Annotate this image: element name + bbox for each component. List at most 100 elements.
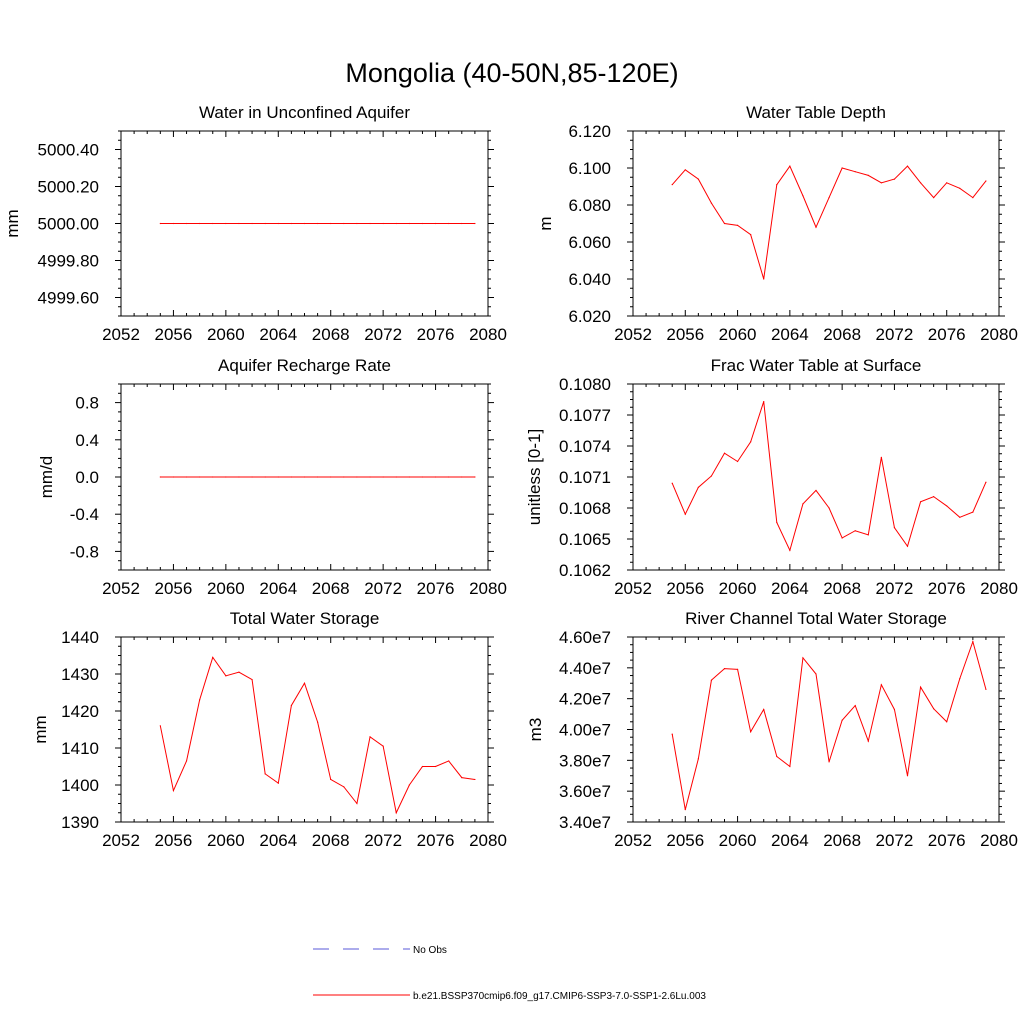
data-point bbox=[434, 765, 437, 768]
y-axis-label: mm/d bbox=[37, 456, 56, 499]
y-axis-label: m3 bbox=[526, 718, 545, 742]
x-tick-label: 2052 bbox=[614, 831, 652, 850]
data-point bbox=[421, 476, 424, 478]
x-tick-label: 2052 bbox=[102, 831, 140, 850]
x-tick-label: 2072 bbox=[364, 831, 402, 850]
data-point bbox=[369, 736, 371, 738]
data-point bbox=[972, 197, 974, 199]
chart-panel-river-channel-water-storage: 2052 2056 2060 2064 2068 2072 2076 2080 3.40e7 3.… bbox=[526, 609, 1018, 850]
chart-panels: 2052 2056 2060 2064 2068 2072 2076 2080 4999.60 4… bbox=[3, 103, 1018, 850]
data-point bbox=[841, 167, 843, 169]
y-tick-label: 4.40e7 bbox=[559, 659, 611, 678]
data-point bbox=[408, 476, 410, 478]
data-point bbox=[474, 778, 476, 781]
data-point bbox=[867, 534, 869, 536]
x-tick-label: 2064 bbox=[771, 579, 809, 598]
x-tick-label: 2068 bbox=[312, 831, 350, 850]
data-point bbox=[199, 699, 201, 701]
data-point bbox=[867, 174, 869, 176]
data-point bbox=[723, 222, 726, 225]
data-point bbox=[343, 222, 345, 225]
x-tick-label: 2064 bbox=[259, 579, 297, 598]
x-tick-label: 2080 bbox=[469, 325, 507, 344]
data-point bbox=[395, 222, 397, 225]
data-point bbox=[802, 503, 804, 505]
x-tick-label: 2056 bbox=[155, 579, 193, 598]
x-tick-label: 2068 bbox=[312, 579, 350, 598]
x-tick-label: 2060 bbox=[207, 325, 245, 344]
data-point bbox=[330, 778, 332, 781]
data-point bbox=[802, 195, 804, 197]
data-point bbox=[408, 784, 410, 786]
data-point bbox=[303, 222, 306, 225]
x-tick-label: 2052 bbox=[102, 579, 140, 598]
x-tick-label: 2060 bbox=[719, 831, 757, 850]
data-point bbox=[697, 486, 699, 488]
y-tick-label: 6.040 bbox=[568, 270, 611, 289]
data-point bbox=[985, 688, 987, 691]
y-tick-label: 1400 bbox=[61, 776, 99, 795]
data-point bbox=[880, 182, 882, 184]
x-tick-label: 2076 bbox=[928, 579, 966, 598]
data-point bbox=[238, 476, 240, 478]
data-point bbox=[736, 460, 739, 463]
x-tick-label: 2064 bbox=[771, 831, 809, 850]
chart-panel-frac-water-table-surface: 2052 2056 2060 2064 2068 2072 2076 2080 0.1062 0.… bbox=[525, 356, 1018, 598]
x-tick-label: 2060 bbox=[207, 831, 245, 850]
data-point bbox=[225, 476, 227, 478]
data-point bbox=[906, 545, 909, 547]
data-point bbox=[763, 708, 765, 711]
y-axis-label: unitless [0-1] bbox=[525, 429, 544, 525]
x-tick-label: 2076 bbox=[417, 579, 455, 598]
x-tick-label: 2068 bbox=[823, 325, 861, 344]
y-tick-label: 1390 bbox=[61, 813, 99, 832]
data-point bbox=[763, 278, 765, 280]
y-tick-label: -0.4 bbox=[70, 505, 99, 524]
data-point bbox=[474, 476, 476, 478]
x-tick-label: 2072 bbox=[876, 579, 914, 598]
x-tick-label: 2056 bbox=[666, 325, 704, 344]
y-tick-label: 0.1068 bbox=[559, 499, 611, 518]
data-point bbox=[185, 222, 188, 225]
x-tick-label: 2068 bbox=[312, 325, 350, 344]
data-point bbox=[880, 456, 882, 458]
data-point bbox=[671, 184, 673, 186]
data-point bbox=[815, 673, 817, 675]
data-point bbox=[684, 809, 686, 811]
data-point bbox=[159, 725, 161, 727]
data-point bbox=[972, 511, 974, 513]
y-tick-label: 3.60e7 bbox=[559, 782, 611, 801]
data-point bbox=[303, 682, 306, 684]
data-point bbox=[776, 184, 778, 186]
chart-panel-water-table-depth: 2052 2056 2060 2064 2068 2072 2076 2080 6.020 6.0… bbox=[536, 103, 1018, 344]
data-point bbox=[225, 222, 227, 225]
chart-panel-water-unconfined-aquifer: 2052 2056 2060 2064 2068 2072 2076 2080 4999.60 4… bbox=[3, 103, 507, 344]
x-tick-label: 2056 bbox=[666, 831, 704, 850]
data-point bbox=[369, 222, 371, 225]
data-point bbox=[684, 513, 686, 515]
panel-title: Water Table Depth bbox=[746, 103, 886, 122]
data-point bbox=[212, 656, 214, 658]
panel-title: Water in Unconfined Aquifer bbox=[199, 103, 410, 122]
data-point bbox=[789, 165, 791, 167]
data-point bbox=[277, 476, 279, 478]
y-tick-label: -0.8 bbox=[70, 542, 99, 561]
x-tick-label: 2052 bbox=[614, 325, 652, 344]
y-tick-label: 0.1071 bbox=[559, 468, 611, 487]
data-point bbox=[919, 501, 922, 503]
data-point bbox=[461, 476, 463, 478]
x-tick-label: 2052 bbox=[614, 579, 652, 598]
x-tick-label: 2068 bbox=[823, 831, 861, 850]
data-point bbox=[802, 657, 804, 659]
data-point bbox=[251, 476, 253, 478]
data-point bbox=[750, 731, 752, 733]
x-tick-label: 2064 bbox=[259, 325, 297, 344]
data-point bbox=[408, 222, 410, 225]
data-point bbox=[330, 476, 332, 478]
x-tick-label: 2064 bbox=[771, 325, 809, 344]
legend: No Obs b.e21.BSSP370cmip6.f09_g17.CMIP6-… bbox=[313, 945, 706, 1002]
data-point bbox=[317, 476, 319, 478]
data-point bbox=[815, 226, 817, 228]
y-tick-label: 1430 bbox=[61, 665, 99, 684]
data-point bbox=[356, 476, 358, 478]
